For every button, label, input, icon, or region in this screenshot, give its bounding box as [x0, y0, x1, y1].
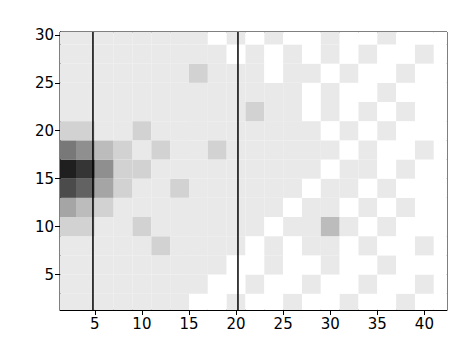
svg-text:40: 40: [415, 315, 434, 333]
svg-text:10: 10: [132, 315, 151, 333]
svg-text:25: 25: [274, 315, 293, 333]
svg-text:30: 30: [321, 315, 340, 333]
svg-text:35: 35: [368, 315, 387, 333]
svg-text:15: 15: [35, 170, 54, 188]
svg-text:5: 5: [44, 266, 54, 284]
svg-text:20: 20: [227, 315, 246, 333]
svg-text:15: 15: [179, 315, 198, 333]
svg-text:20: 20: [35, 122, 54, 140]
svg-text:10: 10: [35, 218, 54, 236]
svg-text:5: 5: [90, 315, 100, 333]
svg-text:30: 30: [35, 26, 54, 44]
svg-text:25: 25: [35, 74, 54, 92]
